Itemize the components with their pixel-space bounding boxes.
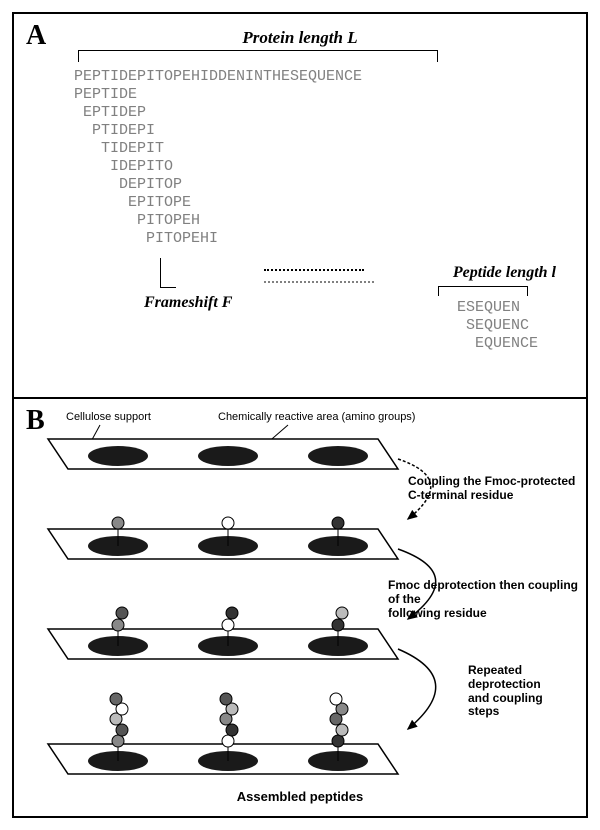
right-peptide-0: ESEQUEN — [457, 299, 538, 317]
dotted-connector-2 — [264, 281, 374, 283]
main-sequence: PEPTIDEPITOPEHIDDENINTHESEQUENCE — [74, 68, 572, 86]
right-peptide-2: EQUENCE — [457, 335, 538, 353]
peptide-8: PITOPEHI — [74, 230, 572, 248]
step-2-label: Fmoc deprotection then coupling of thefo… — [388, 579, 588, 620]
bracket-protein-length — [78, 50, 438, 62]
peptide-2: PTIDEPI — [74, 122, 572, 140]
step-3-text: Repeateddeprotectionand couplingsteps — [468, 663, 543, 718]
right-peptide-1: SEQUENC — [457, 317, 538, 335]
step-2-text: Fmoc deprotection then coupling of thefo… — [388, 578, 578, 620]
dotted-connector-1 — [264, 269, 364, 271]
peptide-0: PEPTIDE — [74, 86, 572, 104]
step-3-label: Repeateddeprotectionand couplingsteps — [468, 664, 578, 719]
step-1-text: Coupling the Fmoc-protectedC-terminal re… — [408, 474, 575, 502]
panel-b-content: Cellulose support Chemically reactive ar… — [28, 409, 572, 806]
peptide-length-label: Peptide length l — [453, 264, 556, 282]
peptide-4: IDEPITO — [74, 158, 572, 176]
protein-length-title: Protein length L — [28, 28, 572, 48]
bracket-peptide-length — [438, 286, 528, 296]
layer-2 — [48, 517, 398, 559]
layer-1 — [48, 439, 398, 469]
sequence-block: PEPTIDEPITOPEHIDDENINTHESEQUENCE PEPTIDE… — [74, 68, 572, 248]
assembled-peptides-label: Assembled peptides — [28, 789, 572, 804]
layer-3 — [48, 607, 398, 659]
peptide-3: TIDEPIT — [74, 140, 572, 158]
frameshift-label: Frameshift F — [144, 294, 232, 312]
figure-container: A Protein length L PEPTIDEPITOPEHIDDENIN… — [12, 12, 588, 818]
peptide-7: PITOPEH — [74, 212, 572, 230]
arrow-step-3 — [398, 649, 436, 729]
peptide-6: EPITOPE — [74, 194, 572, 212]
peptide-1: EPTIDEP — [74, 104, 572, 122]
panel-a-letter: A — [26, 20, 46, 52]
layer-4 — [48, 693, 398, 774]
frameshift-bracket — [160, 258, 176, 288]
peptide-5: DEPITOP — [74, 176, 572, 194]
panel-a: A Protein length L PEPTIDEPITOPEHIDDENIN… — [14, 14, 586, 399]
step-1-label: Coupling the Fmoc-protectedC-terminal re… — [408, 475, 578, 503]
panel-b: B Cellulose support Chemically reactive … — [14, 399, 586, 816]
right-sequence-block: ESEQUEN SEQUENC EQUENCE — [457, 299, 538, 353]
